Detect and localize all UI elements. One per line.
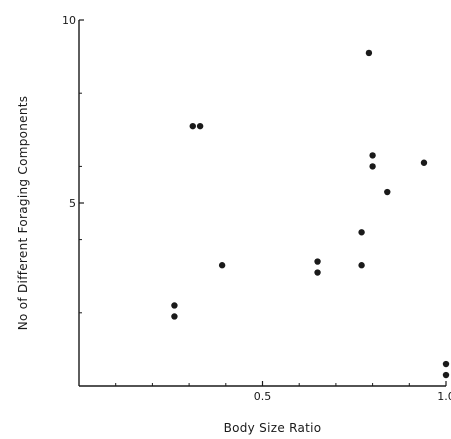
- data-point: [171, 313, 178, 320]
- axes: [78, 20, 446, 387]
- data-point: [189, 122, 196, 130]
- data-point: [420, 159, 428, 166]
- y-axis-title: No of Different Foraging Components: [16, 96, 30, 331]
- data-point: [365, 49, 373, 57]
- data-point: [218, 262, 226, 269]
- data-point: [369, 152, 376, 159]
- x-tick-label: 1.0: [437, 390, 451, 403]
- data-point: [358, 262, 365, 269]
- y-tick-label: 5: [69, 197, 76, 210]
- data-point: [314, 269, 321, 276]
- ticks: 0.5 1.0 5 10: [62, 14, 451, 403]
- data-point: [171, 302, 178, 309]
- x-tick-label: 0.5: [254, 390, 272, 403]
- data-point: [314, 258, 321, 265]
- data-point: [196, 122, 204, 130]
- y-tick-label: 10: [62, 14, 76, 27]
- data-points: [171, 49, 450, 379]
- data-point: [358, 229, 365, 236]
- data-point: [384, 188, 391, 196]
- data-point: [369, 163, 376, 170]
- x-axis-title: Body Size Ratio: [224, 421, 322, 435]
- data-point: [442, 360, 450, 368]
- data-point: [442, 371, 450, 379]
